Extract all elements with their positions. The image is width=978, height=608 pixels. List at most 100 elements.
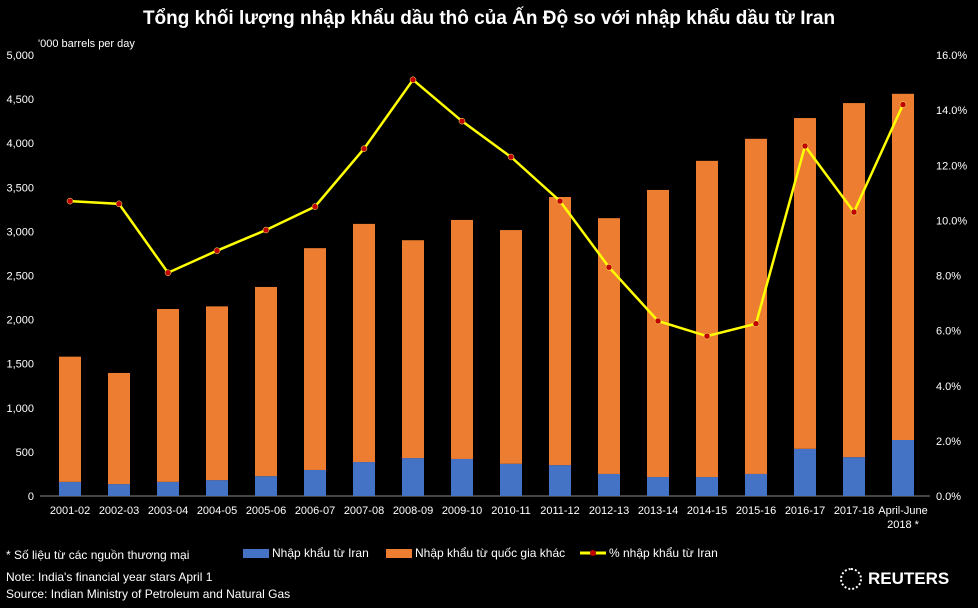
legend-swatch — [386, 548, 412, 558]
bar-iran — [402, 458, 424, 496]
percent-point — [360, 145, 368, 152]
legend-swatch — [580, 550, 606, 556]
x-tick-label: 2015-16 — [736, 505, 776, 517]
y2-tick-label: 6.0% — [936, 326, 961, 338]
bar-iran — [304, 469, 326, 496]
percent-point — [605, 263, 613, 271]
x-tick-label: 2010-11 — [491, 505, 531, 517]
percent-point — [262, 226, 270, 234]
legend-item-percent: % nhập khẩu từ Iran — [580, 546, 718, 560]
footnote-star: * Số liệu từ các nguồn thương mại — [6, 548, 190, 562]
percent-point — [311, 203, 319, 210]
percent-point — [752, 320, 760, 327]
bar-iran — [206, 480, 228, 496]
bar-iran — [157, 481, 179, 496]
percent-point — [801, 142, 809, 150]
y-tick-label: 1,000 — [6, 403, 34, 415]
bar-other — [108, 372, 130, 485]
legend-item-other: Nhập khẩu từ quốc gia khác — [386, 546, 565, 560]
percent-point — [66, 197, 74, 205]
footnote-note: Note: India's financial year stars April… — [6, 570, 213, 584]
y2-tick-label: 4.0% — [936, 381, 961, 393]
x-tick-label: 2008-09 — [393, 505, 433, 517]
x-tick-label: 2013-14 — [638, 505, 678, 517]
bar-other — [255, 286, 277, 477]
y-tick-label: 0 — [28, 491, 34, 503]
bar-other — [843, 103, 865, 458]
bar-other — [157, 309, 179, 482]
reuters-wordmark: REUTERS — [868, 569, 950, 588]
x-tick-label: 2005-06 — [246, 505, 286, 517]
y-tick-label: 3,500 — [6, 182, 34, 194]
bar-other — [794, 118, 816, 449]
y-tick-label: 5,000 — [6, 50, 34, 62]
bar-other — [892, 93, 914, 440]
y2-tick-label: 16.0% — [936, 50, 967, 62]
bar-other — [402, 240, 424, 459]
percent-point — [850, 208, 858, 216]
bar-other — [206, 306, 228, 481]
percent-point — [556, 197, 564, 205]
bar-other — [500, 230, 522, 464]
y-tick-label: 1,500 — [6, 359, 34, 371]
x-tick-label: 2003-04 — [148, 505, 188, 517]
x-tick-label: 2006-07 — [295, 505, 335, 517]
y-tick-label: 2,000 — [6, 315, 34, 327]
x-tick-label: 2007-08 — [344, 505, 384, 517]
bar-other — [745, 138, 767, 474]
bar-iran — [451, 458, 473, 496]
bar-other — [598, 218, 620, 474]
percent-point — [458, 117, 466, 125]
legend-swatch — [243, 548, 269, 558]
legend-item-iran: Nhập khẩu từ Iran — [243, 546, 369, 560]
percent-point — [164, 269, 172, 276]
bar-other — [353, 223, 375, 463]
y-tick-label: 3,000 — [6, 226, 34, 238]
chart-title: Tổng khối lượng nhập khẩu dầu thô của Ấn… — [142, 8, 836, 29]
x-tick-label: 2016-17 — [785, 505, 825, 517]
y-tick-label: 500 — [16, 447, 34, 459]
y2-tick-label: 10.0% — [936, 215, 967, 227]
y-axis-label: '000 barrels per day — [38, 38, 135, 50]
x-tick-label: 2014-15 — [687, 505, 727, 517]
x-tick-label: 2009-10 — [442, 505, 482, 517]
percent-point — [409, 76, 417, 84]
y2-tick-label: 8.0% — [936, 271, 961, 283]
bar-iran — [696, 477, 718, 496]
percent-point — [703, 332, 711, 340]
x-tick-label: April-June — [878, 505, 928, 517]
bar-iran — [745, 473, 767, 496]
y-tick-label: 4,500 — [6, 94, 34, 106]
reuters-logo: REUTERS — [840, 568, 949, 590]
footnote-source: Source: Indian Ministry of Petroleum and… — [6, 587, 291, 601]
x-tick-label: 2011-12 — [540, 505, 580, 517]
x-tick-label: 2004-05 — [197, 505, 237, 517]
bar-other — [647, 189, 669, 478]
bar-iran — [794, 448, 816, 496]
x-tick-label-line2: 2018 * — [887, 519, 920, 531]
bar-iran — [59, 481, 81, 496]
legend-label: Nhập khẩu từ quốc gia khác — [415, 546, 566, 560]
bar-iran — [892, 439, 914, 496]
percent-line — [69, 77, 905, 338]
bar-iran — [255, 476, 277, 496]
x-tick-label: 2002-03 — [99, 505, 139, 517]
legend-label: % nhập khẩu từ Iran — [609, 546, 718, 560]
legend-label: Nhập khẩu từ Iran — [272, 546, 369, 560]
percent-point — [654, 317, 662, 325]
bar-other — [304, 248, 326, 470]
x-tick-label: 2017-18 — [834, 505, 874, 517]
bar-other — [549, 197, 571, 466]
bar-iran — [647, 477, 669, 496]
reuters-dots-icon — [840, 568, 862, 590]
bar-iran — [843, 457, 865, 496]
bar-other — [451, 219, 473, 459]
y2-tick-label: 12.0% — [936, 160, 967, 172]
bar-other — [59, 356, 81, 482]
y2-tick-label: 2.0% — [936, 436, 961, 448]
y2-tick-label: 0.0% — [936, 491, 961, 503]
y2-tick-label: 14.0% — [936, 105, 967, 117]
percent-point — [899, 101, 907, 108]
x-tick-label: 2001-02 — [50, 505, 90, 517]
